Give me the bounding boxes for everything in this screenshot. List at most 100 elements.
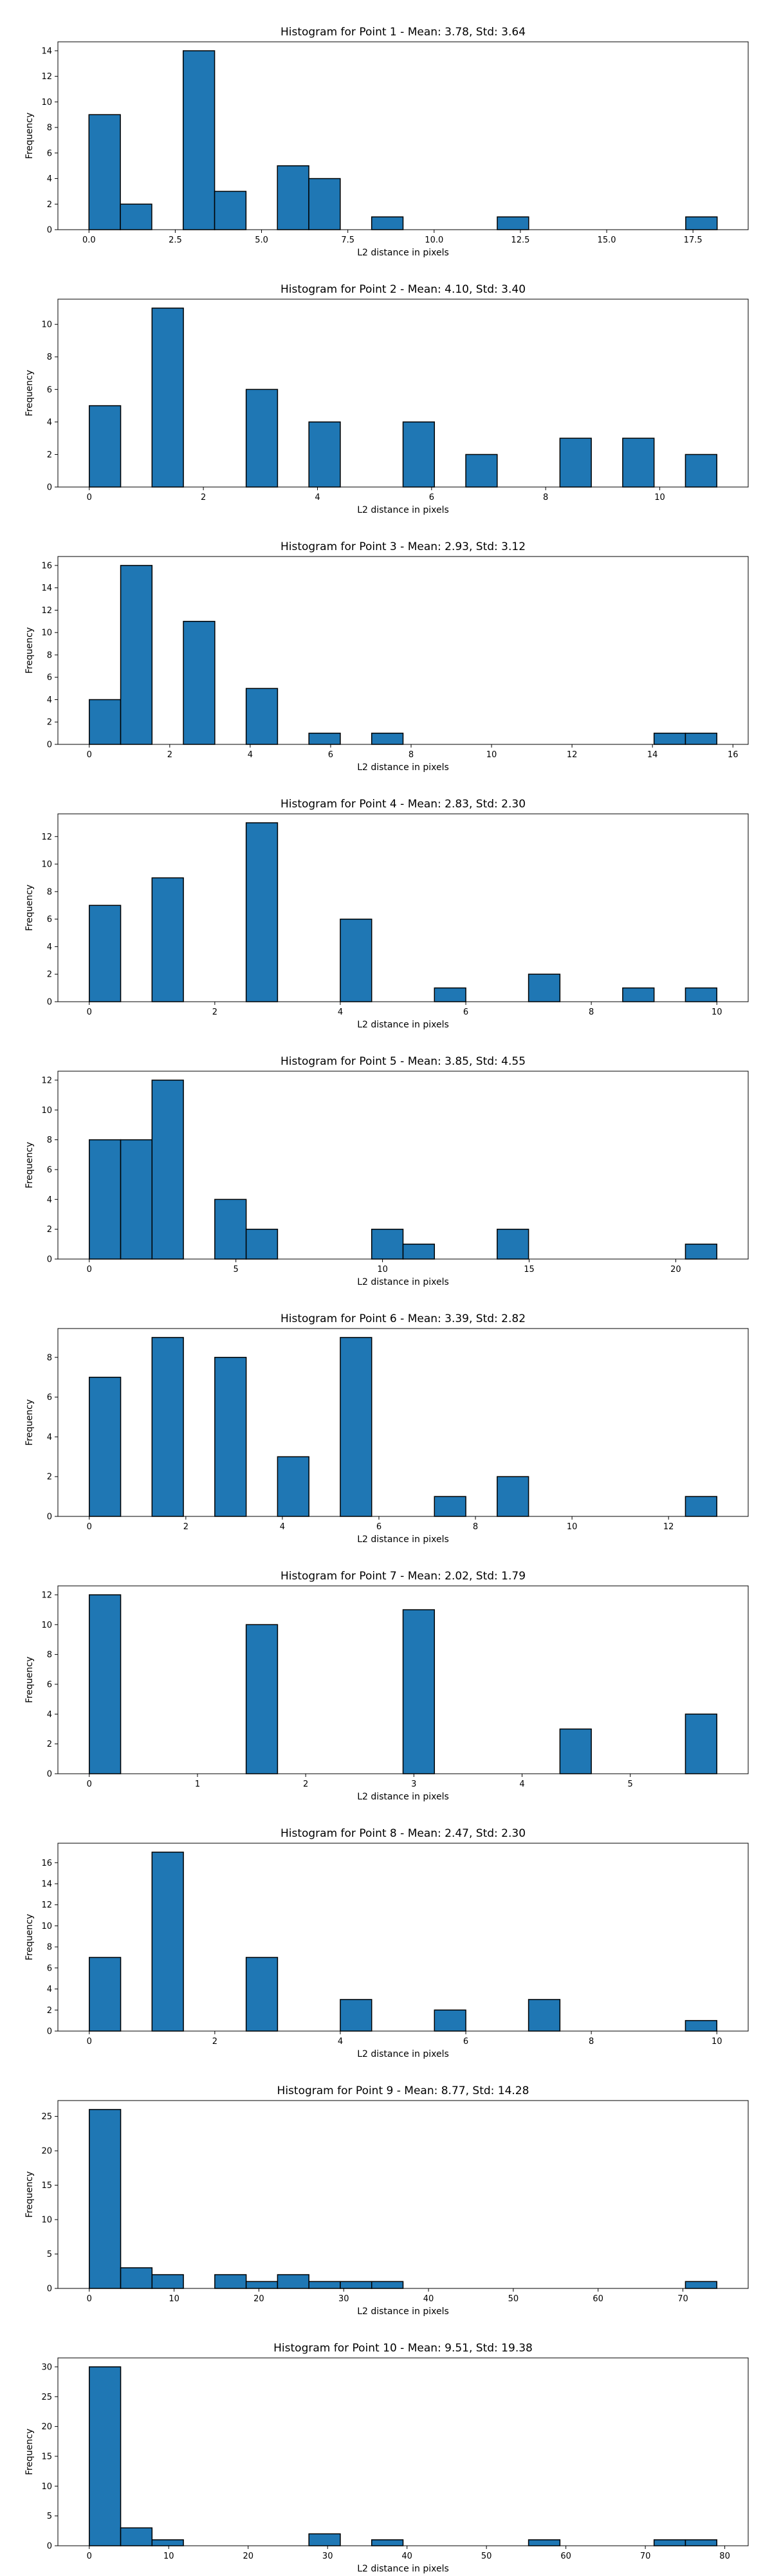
y-tick-label: 0 [47,226,52,235]
histogram-bar [371,216,404,230]
y-tick-label: 2 [47,200,52,210]
histogram-bar [308,732,341,745]
y-tick-label: 20 [41,2147,52,2157]
x-tick-label: 0 [87,1780,92,1789]
histogram-bar [685,454,717,488]
x-axis-label: L2 distance in pixels [357,2306,449,2317]
histogram-bar [528,2539,561,2546]
x-tick-label: 2 [167,750,172,760]
x-tick-label: 6 [328,750,333,760]
y-tick-label: 5 [47,2250,52,2259]
histogram-bar [685,732,717,745]
x-tick-label: 16 [728,750,739,760]
x-tick-label: 15 [524,1265,535,1274]
x-tick-label: 0 [87,493,92,502]
x-axis-label: L2 distance in pixels [357,762,449,773]
histogram-bar [685,2019,717,2032]
y-tick-label: 6 [47,149,52,158]
y-tick-label: 8 [47,1136,52,1145]
histogram-bar [685,1244,717,1260]
x-tick-label: 60 [593,2294,603,2304]
y-tick-label: 4 [47,1195,52,1205]
y-axis-label: Frequency [24,113,35,159]
histogram-bar [151,1337,184,1517]
axes-frame [57,1328,749,1517]
x-axis-label: L2 distance in pixels [357,1534,449,1545]
x-tick-label: 40 [423,2294,434,2304]
histogram-bar [120,203,152,230]
x-tick-label: 8 [543,493,548,502]
y-axis-label: Frequency [24,885,35,931]
histogram-bar [371,732,404,745]
y-tick-label: 6 [47,673,52,683]
histogram-bar [497,216,529,230]
x-axis-label: L2 distance in pixels [357,2049,449,2059]
histogram-bar [653,2539,686,2546]
x-tick-label: 7.5 [341,235,354,245]
x-tick-label: 12 [663,1522,674,1532]
axes-frame [57,813,749,1002]
y-tick-label: 8 [47,353,52,362]
histogram-bar [434,1496,466,1517]
histogram-bar [308,2281,341,2289]
y-tick-label: 4 [47,943,52,952]
y-tick-label: 10 [41,2216,52,2225]
y-tick-label: 10 [41,1922,52,1931]
histogram-bar [465,454,498,488]
histogram-bar [151,1080,184,1260]
y-tick-label: 0 [47,483,52,493]
chart-title: Histogram for Point 2 - Mean: 4.10, Std:… [280,283,526,296]
histogram-panel-5: Histogram for Point 5 - Mean: 3.85, Std:… [24,1055,749,1287]
y-tick-label: 6 [47,1680,52,1689]
histogram-bar [89,1594,122,1774]
y-tick-label: 10 [41,2482,52,2492]
histogram-bar [685,1496,717,1517]
y-tick-label: 12 [41,1590,52,1600]
y-tick-label: 12 [41,72,52,82]
histogram-bar [528,1999,561,2032]
y-tick-label: 15 [41,2452,52,2461]
x-tick-label: 8 [589,1007,594,1017]
histogram-bar [308,2533,341,2546]
histogram-bar [277,165,309,230]
histogram-panel-10: Histogram for Point 10 - Mean: 9.51, Std… [24,2342,749,2574]
y-tick-label: 2 [47,718,52,728]
x-tick-label: 70 [677,2294,688,2304]
histogram-bar [497,1228,529,1260]
histogram-bar [89,699,122,745]
histogram-bar [89,1139,122,1260]
y-tick-label: 12 [41,1076,52,1085]
histogram-bar [183,621,216,745]
y-tick-label: 25 [41,2393,52,2402]
histogram-bar [120,1139,153,1260]
histogram-bar [151,1852,184,2032]
y-tick-label: 6 [47,1393,52,1403]
x-tick-label: 12 [567,750,578,760]
histogram-bar [89,405,122,488]
histogram-bar [245,1956,279,2032]
x-tick-label: 4 [315,493,320,502]
x-tick-label: 10.0 [425,235,443,245]
y-tick-label: 0 [47,741,52,750]
x-tick-label: 8 [589,2037,594,2047]
y-tick-label: 10 [41,98,52,107]
histogram-panel-4: Histogram for Point 4 - Mean: 2.83, Std:… [24,798,749,1030]
histogram-bar [340,2281,372,2289]
histogram-panel-7: Histogram for Point 7 - Mean: 2.02, Std:… [24,1570,749,1802]
chart-title: Histogram for Point 8 - Mean: 2.47, Std:… [280,1827,526,1840]
histogram-bar [685,2539,717,2546]
x-tick-label: 17.5 [684,235,703,245]
y-tick-label: 0 [47,1255,52,1265]
y-tick-label: 2 [47,970,52,980]
x-tick-label: 6 [463,2037,468,2047]
y-axis-label: Frequency [24,1914,35,1960]
x-tick-label: 10 [377,1265,388,1274]
x-tick-label: 10 [712,1007,722,1017]
chart-title: Histogram for Point 9 - Mean: 8.77, Std:… [277,2084,529,2097]
x-tick-label: 0 [87,2294,92,2304]
x-axis-label: L2 distance in pixels [357,248,449,258]
histogram-bar [245,688,279,745]
histogram-bar [653,732,686,745]
